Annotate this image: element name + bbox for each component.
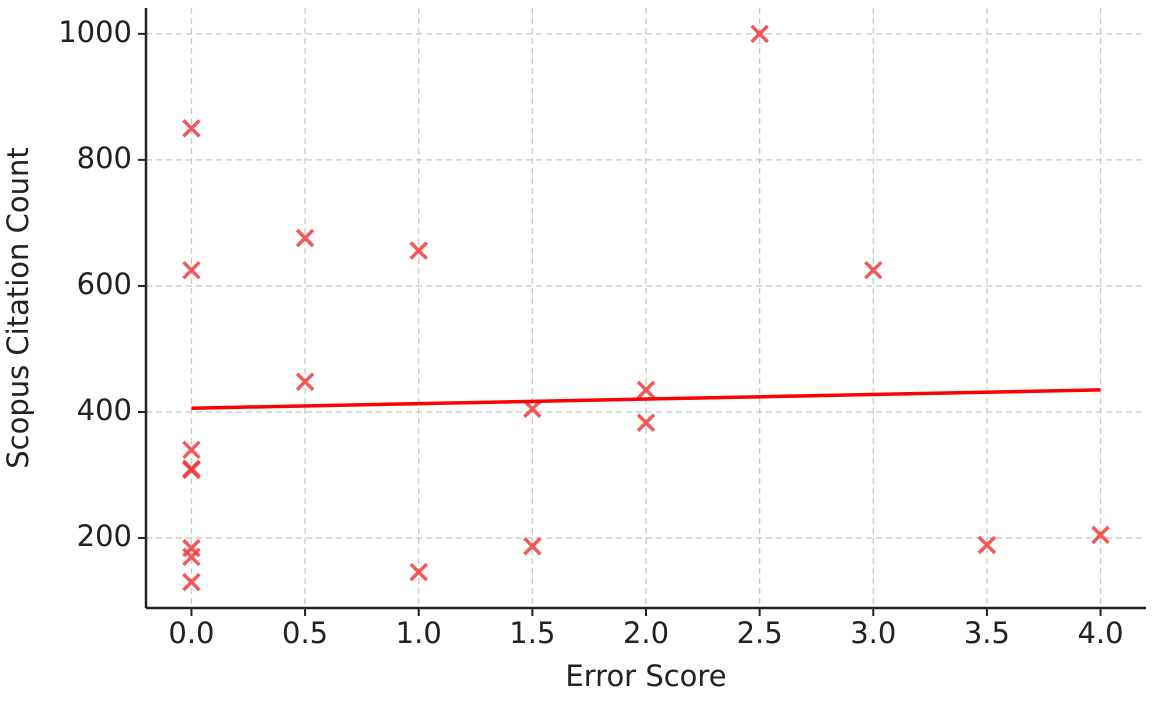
y-tick-label: 1000 [58,15,132,49]
x-tick-label: 4.0 [1077,616,1123,650]
y-tick-label: 800 [77,141,132,175]
y-axis-label: Scopus Citation Count [1,147,35,469]
y-tick-label: 200 [77,519,132,553]
marker [182,440,201,460]
marker [182,460,201,480]
marker [295,228,315,248]
marker [182,260,201,280]
x-tick-label: 0.0 [168,616,214,650]
marker [182,119,201,138]
x-axis-label: Error Score [565,659,726,693]
marker [182,572,201,592]
y-tick-label: 600 [77,267,132,301]
x-tick-label: 2.0 [623,616,669,650]
marker [409,241,428,260]
marker [523,399,542,419]
marker [636,380,656,400]
marker [750,24,769,44]
marker [523,536,542,556]
marker [409,562,428,582]
marker [182,547,201,567]
y-tick-label: 400 [77,393,132,427]
marker [977,535,997,555]
x-tick-label: 2.5 [737,616,783,650]
x-tick-label: 3.0 [850,616,896,650]
marker [1091,525,1110,545]
x-tick-label: 3.5 [964,616,1010,650]
x-tick-label: 0.5 [282,616,328,650]
x-tick-label: 1.5 [509,616,555,650]
trend-line [191,388,1101,410]
marker [864,260,883,280]
marker [295,372,315,391]
marker [636,413,656,432]
x-tick-label: 1.0 [396,616,442,650]
